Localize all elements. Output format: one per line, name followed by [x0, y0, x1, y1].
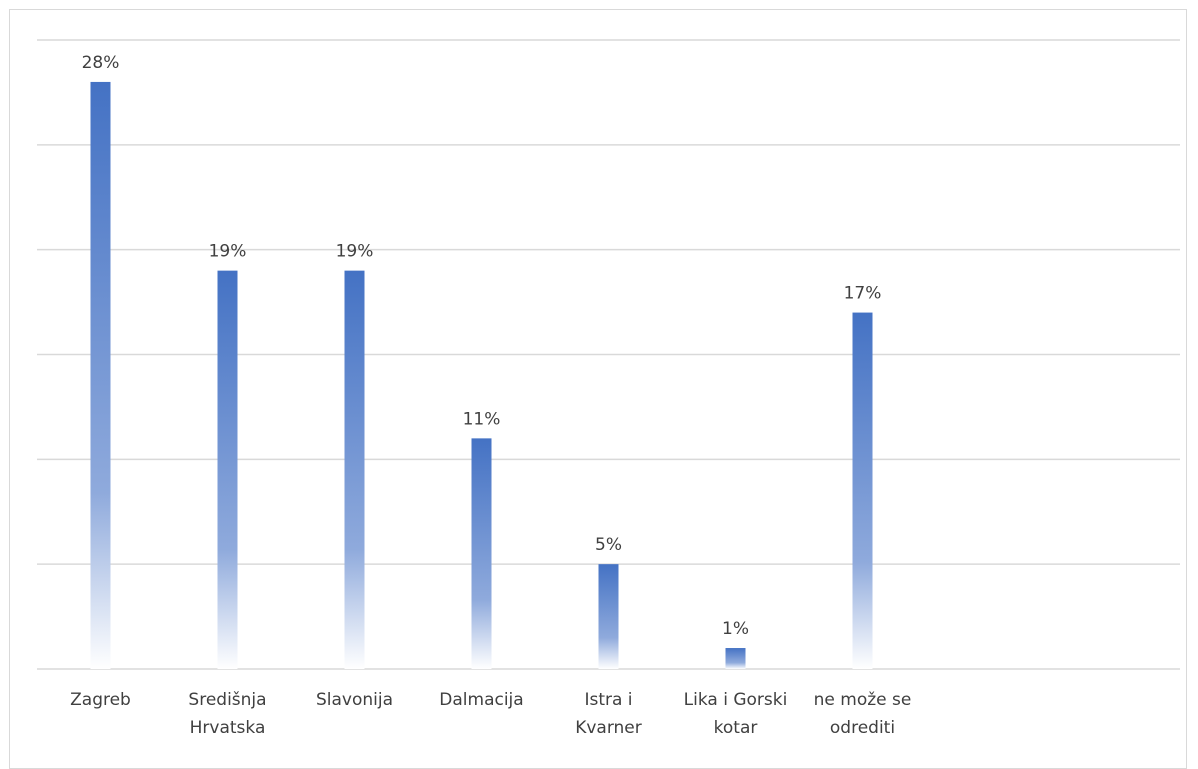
data-label: 17% — [844, 284, 882, 304]
x-tick-label: odrediti — [830, 718, 895, 738]
data-label: 19% — [336, 242, 374, 262]
bar — [90, 81, 111, 669]
bar-chart: 28% 19% 19% 11% 5% 1% 17% Zagreb Središnja Hrvat… — [37, 39, 1180, 738]
bar — [725, 648, 746, 669]
bar — [344, 270, 365, 669]
bar — [852, 312, 873, 669]
x-tick-label: Središnja — [188, 690, 266, 710]
x-tick-label: Zagreb — [70, 690, 131, 710]
data-label: 5% — [595, 535, 622, 555]
x-tick-label: ne može se — [814, 690, 912, 710]
x-tick-label: Istra i — [584, 690, 632, 710]
x-tick-label: kotar — [714, 718, 758, 738]
x-tick-labels: Zagreb Središnja Hrvatska Slavonija Dalmacij… — [70, 690, 911, 738]
bar — [217, 270, 238, 669]
data-label: 28% — [82, 53, 120, 73]
x-tick-label: Dalmacija — [439, 690, 523, 710]
x-tick-label: Kvarner — [575, 718, 642, 738]
chart-frame — [9, 9, 1187, 769]
data-label: 1% — [722, 619, 749, 639]
data-label: 11% — [463, 409, 501, 429]
x-tick-label: Hrvatska — [190, 718, 266, 738]
data-label: 19% — [209, 242, 247, 262]
bars — [90, 81, 873, 669]
x-tick-label: Lika i Gorski — [684, 690, 788, 710]
x-tick-label: Slavonija — [316, 690, 393, 710]
bar — [598, 564, 619, 669]
data-labels: 28% 19% 19% 11% 5% 1% 17% — [82, 53, 882, 639]
bar — [471, 438, 492, 669]
